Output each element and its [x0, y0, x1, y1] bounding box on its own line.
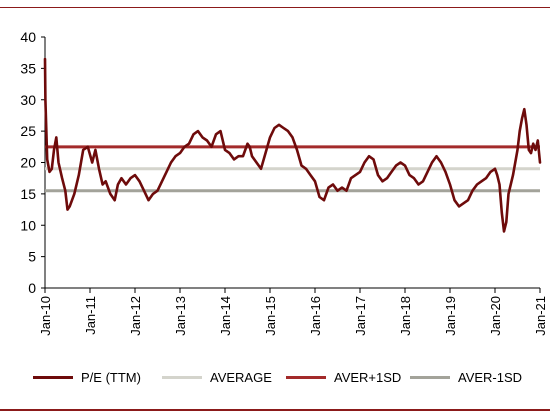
y-tick-label: 40 — [20, 29, 36, 45]
legend-item-aver-minus-1sd: AVER-1SD — [410, 366, 522, 388]
y-tick-label: 10 — [20, 217, 36, 233]
x-tick-label: Jan-10 — [38, 296, 53, 336]
legend-item-average: AVERAGE — [162, 366, 272, 388]
y-tick-label: 5 — [28, 249, 36, 265]
x-tick-label: Jan-14 — [218, 296, 233, 336]
legend-label-average: AVERAGE — [210, 369, 272, 385]
x-tick-label: Jan-15 — [263, 296, 278, 336]
legend-item-pe: P/E (TTM) — [33, 366, 141, 388]
x-tick-label: Jan-17 — [353, 296, 368, 336]
bottom-rule — [0, 409, 550, 411]
legend-swatch-pe — [33, 375, 73, 379]
legend-label-pe: P/E (TTM) — [81, 369, 141, 385]
x-tick-label: Jan-20 — [488, 296, 503, 336]
legend-label-aver-minus-1sd: AVER-1SD — [458, 369, 523, 385]
legend-swatch-average — [162, 375, 202, 379]
y-tick-label: 15 — [20, 186, 36, 202]
x-tick-label: Jan-18 — [398, 296, 413, 336]
y-tick-label: 0 — [28, 280, 36, 296]
x-tick-label: Jan-19 — [443, 296, 458, 336]
top-rule — [0, 7, 550, 8]
legend: P/E (TTM) AVERAGE AVER+1SD AVER-1SD — [0, 366, 550, 388]
x-tick-label: Jan-13 — [173, 296, 188, 336]
legend-swatch-aver-plus-1sd — [286, 375, 326, 379]
legend-label-aver-plus-1sd: AVER+1SD — [334, 369, 402, 385]
pe-chart: 0 5 10 15 20 25 30 35 40 Jan-10 Jan-11 Jan-12 Jan-13… — [20, 29, 548, 336]
x-tick-label: Jan-21 — [533, 296, 548, 336]
legend-swatch-aver-minus-1sd — [410, 375, 450, 379]
legend-item-aver-plus-1sd: AVER+1SD — [286, 366, 401, 388]
y-tick-label: 35 — [20, 60, 36, 76]
y-tick-label: 20 — [20, 155, 36, 171]
x-tick-label: Jan-11 — [83, 296, 98, 335]
pe-ttm-line — [43, 57, 542, 233]
y-tick-label: 25 — [20, 123, 36, 139]
x-tick-label: Jan-12 — [128, 296, 143, 336]
y-tick-label: 30 — [20, 92, 36, 108]
x-tick-label: Jan-16 — [308, 296, 323, 336]
